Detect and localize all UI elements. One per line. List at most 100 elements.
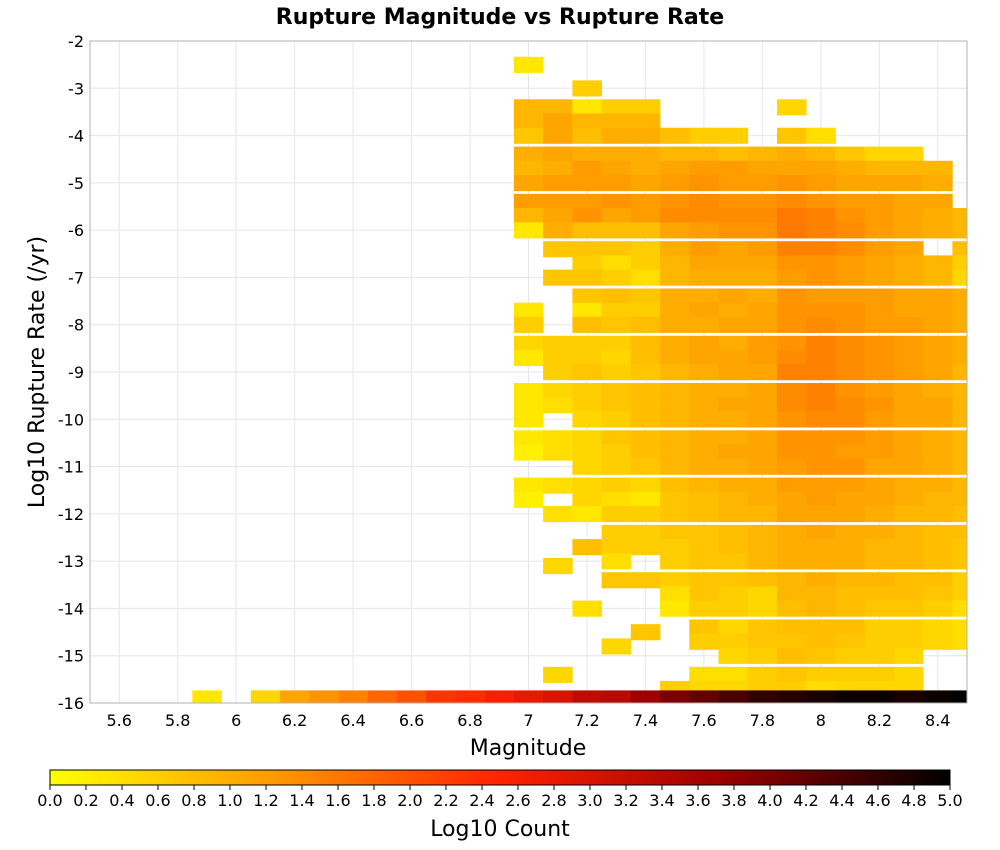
heatmap-cell [543,160,573,177]
heatmap-cell [630,539,661,556]
y-tick-label: -3 [68,79,84,98]
heatmap-cell [806,193,836,210]
heatmap-cell [923,349,953,366]
heatmap-cell [923,397,953,414]
heatmap-cell [952,458,968,475]
heatmap-cell [747,600,778,617]
heatmap-cell [630,364,661,381]
heatmap-cell [952,506,968,523]
heatmap-cell [806,539,836,556]
heatmap-cell [893,539,924,556]
heatmap-cell [718,444,749,461]
heatmap-cell [952,269,968,286]
heatmap-cell [601,146,632,163]
heatmap-cell [952,539,968,556]
heatmap-cell [718,397,749,414]
x-tick-label: 6.6 [399,711,424,730]
colorbar-tick-label: 3.6 [685,791,710,810]
heatmap-cell [952,241,968,258]
heatmap-cell [835,477,865,494]
heatmap-cell [630,99,661,116]
heatmap-cell [660,539,690,556]
heatmap-cell [777,397,807,414]
heatmap-cell [630,383,661,400]
heatmap-cell [601,491,632,508]
heatmap-cell [893,524,924,541]
heatmap-cell [572,208,602,225]
heatmap-cell [806,349,836,366]
heatmap-cell [689,553,719,570]
heatmap-cell [952,491,968,508]
heatmap-cell [806,241,836,258]
heatmap-cell [806,506,836,523]
heatmap-cell [718,633,749,650]
heatmap-cell [630,302,661,319]
heatmap-cell [923,444,953,461]
heatmap-cell [630,255,661,272]
heatmap-cell [835,600,865,617]
heatmap-cell [864,193,895,210]
heatmap-cell [630,444,661,461]
heatmap-cell [747,506,778,523]
heatmap-cell [747,364,778,381]
heatmap-cell [426,690,456,704]
heatmap-cell [893,690,924,704]
colorbar-tick-label: 3.0 [577,791,602,810]
heatmap-cell [601,255,632,272]
heatmap-cell [660,430,690,447]
heatmap-cell [543,269,573,286]
heatmap-cell [747,458,778,475]
heatmap-cell [893,444,924,461]
colorbar-tick-label: 0.2 [73,791,98,810]
heatmap-cell [747,524,778,541]
heatmap-cell [630,458,661,475]
heatmap-cell [513,335,544,352]
colorbar-tick-label: 1.0 [217,791,242,810]
heatmap-cell [718,222,749,239]
heatmap-cell [747,208,778,225]
heatmap-cell [777,506,807,523]
heatmap-cell [864,506,895,523]
heatmap-cell [689,572,719,589]
heatmap-cell [192,690,222,704]
colorbar-tick-label: 2.4 [469,791,494,810]
heatmap-cell [718,383,749,400]
heatmap-cell [572,430,602,447]
heatmap-cell [660,491,690,508]
heatmap-cell [806,572,836,589]
y-tick-label: -13 [58,552,84,571]
heatmap-cell [513,397,544,414]
heatmap-cell [660,335,690,352]
heatmap-cell [543,241,573,258]
heatmap-cell [747,586,778,603]
colorbar-tick-label: 3.8 [721,791,746,810]
heatmap-cell [777,222,807,239]
heatmap-cell [630,524,661,541]
heatmap-cell [689,619,719,636]
heatmap-cell [923,193,953,210]
heatmap-cell [543,383,573,400]
heatmap-cell [893,364,924,381]
heatmap-cell [543,477,573,494]
heatmap-cell [893,208,924,225]
heatmap-cell [718,491,749,508]
heatmap-cell [513,160,544,177]
heatmap-cell [630,113,661,130]
colorbar-tick-label: 2.8 [541,791,566,810]
heatmap-cell [660,690,690,704]
colorbar-label: Log10 Count [430,817,570,842]
heatmap-cell [718,524,749,541]
x-tick-label: 5.8 [165,711,190,730]
heatmap-cell [513,383,544,400]
heatmap-cell [572,458,602,475]
y-axis-label: Log10 Rupture Rate (/yr) [25,236,50,508]
heatmap-cell [952,397,968,414]
colorbar-tick-label: 0.4 [109,791,134,810]
heatmap-cell [777,600,807,617]
heatmap-cell [835,208,865,225]
heatmap-cell [689,241,719,258]
heatmap-cell [893,491,924,508]
heatmap-cell [952,524,968,541]
heatmap-cell [660,146,690,163]
heatmap-cell [601,99,632,116]
